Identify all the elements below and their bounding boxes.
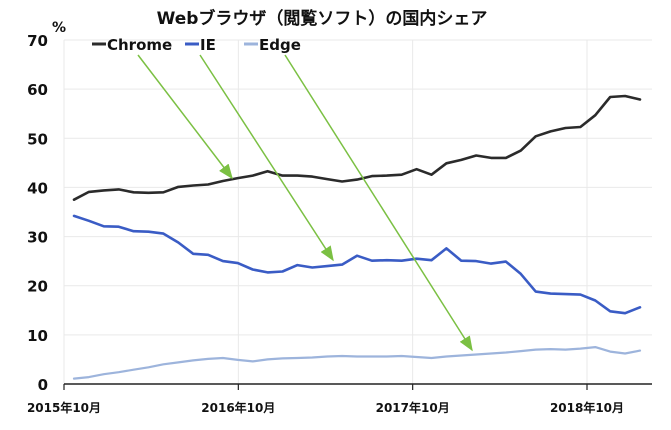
y-tick-label: 10 bbox=[27, 327, 48, 345]
arrow-ie bbox=[199, 54, 334, 262]
grid-lines bbox=[63, 39, 652, 384]
y-unit-label: % bbox=[52, 20, 66, 36]
arrow-edge bbox=[284, 54, 473, 352]
x-tick-label: 2015年10月 bbox=[27, 400, 101, 415]
series-line-chrome bbox=[72, 94, 642, 201]
x-tick-label: 2017年10月 bbox=[376, 400, 450, 415]
y-tick-label: 50 bbox=[27, 130, 48, 148]
legend: Chrome IE Edge bbox=[92, 36, 301, 54]
y-tick-label: 20 bbox=[27, 278, 48, 296]
x-tick-label: 2016年10月 bbox=[201, 400, 275, 415]
y-tick-label: 60 bbox=[27, 81, 48, 99]
series-line-ie bbox=[72, 214, 642, 315]
y-axis-ticks: 0 10 20 30 40 50 60 70 bbox=[27, 32, 48, 394]
x-axis-ticks: 2015年10月 2016年10月 2017年10月 2018年10月 bbox=[27, 384, 624, 415]
legend-label-ie: IE bbox=[200, 36, 216, 54]
y-tick-label: 0 bbox=[38, 376, 48, 394]
arrow-chrome bbox=[137, 54, 233, 180]
y-tick-label: 30 bbox=[27, 229, 48, 247]
legend-label-edge: Edge bbox=[259, 36, 301, 54]
x-tick-label: 2018年10月 bbox=[550, 400, 624, 415]
y-tick-label: 70 bbox=[27, 32, 48, 50]
chart-title: Webブラウザ（閲覧ソフト）の国内シェア bbox=[157, 8, 488, 29]
annotation-arrows bbox=[137, 54, 473, 352]
y-tick-label: 40 bbox=[27, 179, 48, 197]
series-line-edge bbox=[72, 346, 642, 380]
legend-label-chrome: Chrome bbox=[107, 36, 172, 54]
series-lines bbox=[72, 94, 642, 380]
